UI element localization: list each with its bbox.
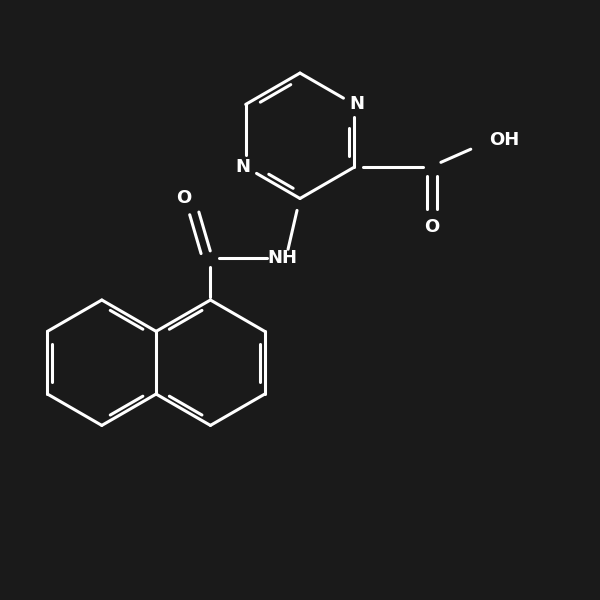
Text: N: N — [235, 158, 250, 176]
Text: OH: OH — [488, 131, 519, 149]
Text: O: O — [176, 190, 191, 208]
Text: O: O — [424, 218, 440, 236]
Text: NH: NH — [267, 249, 297, 267]
Text: N: N — [350, 95, 365, 113]
